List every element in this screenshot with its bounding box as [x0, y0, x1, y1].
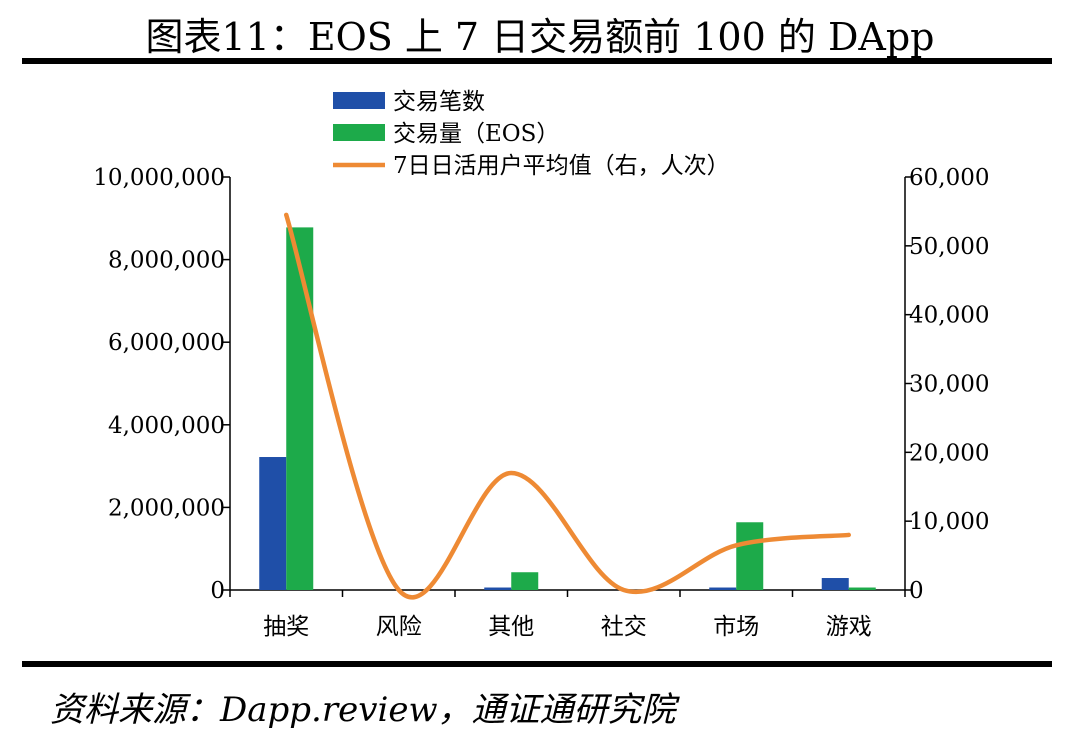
right-tick-label: 0 [909, 578, 924, 604]
line-dau-average [284, 212, 851, 600]
right-tick-label: 20,000 [909, 440, 989, 466]
left-tick-label: 4,000,000 [108, 413, 225, 439]
bottom-rule [22, 661, 1052, 667]
legend-label: 交易量（EOS） [393, 121, 559, 147]
left-tick-label: 8,000,000 [108, 248, 225, 274]
x-tick-label: 社交 [601, 614, 647, 640]
legend-swatch [333, 92, 385, 109]
legend-label: 7日日活用户平均值（右，人次） [393, 153, 730, 179]
right-tick-label: 30,000 [909, 372, 989, 398]
bar-tx-count [484, 587, 512, 590]
x-tick-label: 风险 [376, 614, 422, 640]
source-note: 资料来源：Dapp.review，通证通研究院 [50, 690, 676, 730]
chart-svg: 0 2,000,000 4,000,000 6,000,000 8,000,000 10,… [93, 89, 989, 640]
top-rule [22, 58, 1052, 64]
bar-tx-volume [848, 587, 876, 590]
legend-swatch [333, 124, 385, 141]
x-tick-label: 其他 [488, 614, 534, 640]
bar-tx-volume [511, 572, 539, 590]
x-tick-label: 抽奖 [263, 614, 309, 640]
bar-tx-count [821, 578, 849, 590]
left-tick-label: 0 [210, 578, 225, 604]
left-tick-label: 10,000,000 [93, 165, 225, 191]
left-tick-label: 6,000,000 [108, 330, 225, 356]
right-tick-label: 50,000 [909, 234, 989, 260]
left-tick-label: 2,000,000 [108, 495, 225, 521]
bar-tx-volume [736, 522, 764, 590]
bar-tx-count [709, 587, 737, 590]
right-tick-label: 40,000 [909, 303, 989, 329]
x-tick-label: 市场 [713, 614, 759, 640]
right-tick-label: 10,000 [909, 509, 989, 535]
chart-title: 图表11：EOS 上 7 日交易额前 100 的 DApp [145, 15, 935, 59]
right-tick-label: 60,000 [909, 165, 989, 191]
bar-tx-volume [286, 227, 314, 591]
bar-tx-count [259, 457, 287, 590]
x-tick-label: 游戏 [826, 614, 872, 640]
legend-label: 交易笔数 [393, 89, 485, 115]
